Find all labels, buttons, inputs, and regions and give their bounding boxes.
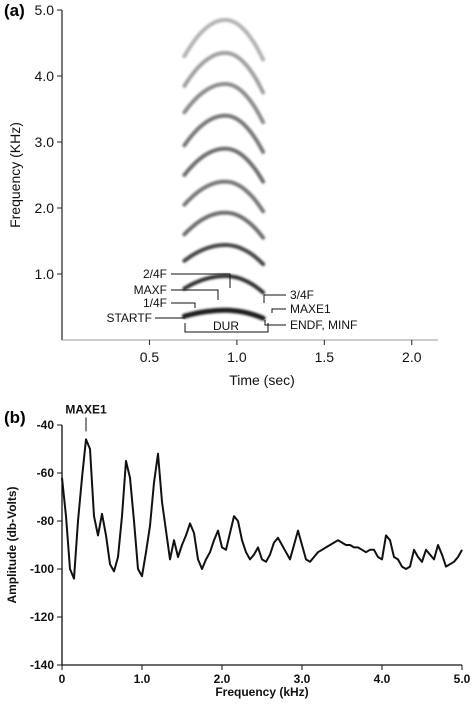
annotation-dur: DUR (213, 319, 239, 333)
x-tick-label: 1.5 (315, 349, 335, 365)
b-x-tick-label: 1.0 (134, 672, 151, 686)
annotation-3-4f: 3/4F (290, 288, 314, 302)
harmonic-band (181, 307, 266, 321)
b-x-ticks: 0 1.0 2.0 3.0 4.0 5.0 (59, 665, 471, 686)
leader-2-4f (171, 273, 231, 288)
x-tick-label: 0.5 (140, 349, 160, 365)
x-axis-label: Time (sec) (229, 372, 295, 388)
b-x-tick-label: 2.0 (214, 672, 231, 686)
peak-label-maxe1: MAXE1 (65, 402, 107, 416)
b-y-ticks: -40 -60 -80 -100 -120 -140 (30, 418, 62, 672)
b-y-tick-label: -40 (37, 418, 55, 432)
b-y-tick-label: -120 (30, 610, 54, 624)
annotation-1-4f: 1/4F (143, 296, 167, 310)
annotation-maxf: MAXF (134, 283, 167, 297)
harmonic-band (182, 146, 266, 184)
y-axis-label: Frequency (KHz) (7, 122, 23, 228)
panel-a-label: (a) (4, 1, 25, 20)
b-y-tick-label: -60 (37, 466, 55, 480)
annotation-endf-minf: ENDF, MINF (290, 318, 357, 332)
b-y-tick-label: -80 (37, 514, 55, 528)
leader-maxe1 (271, 308, 286, 313)
harmonic-band (182, 243, 266, 267)
y-tick-label: 4.0 (35, 68, 55, 84)
y-tick-label: 3.0 (35, 134, 55, 150)
harmonic-band (182, 210, 266, 240)
b-x-tick-label: 0 (59, 672, 66, 686)
spectrum-series-line (61, 438, 463, 580)
y-tick-label: 5.0 (35, 2, 55, 18)
b-x-tick-label: 3.0 (294, 672, 311, 686)
b-x-tick-label: 4.0 (374, 672, 391, 686)
annotation-maxe1: MAXE1 (290, 302, 331, 316)
harmonic-band (182, 274, 266, 295)
leader-1-4f (171, 302, 196, 308)
harmonic-band (182, 179, 266, 214)
leader-endf (264, 320, 286, 326)
harmonic-band (182, 50, 266, 95)
leader-maxf (171, 289, 219, 300)
spectrogram-panel: 1.02.03.04.05.0 0.5 1.0 1.5 2.0 Time (sec) … (7, 2, 438, 388)
b-y-tick-label: -140 (30, 658, 54, 672)
leader-3-4f (263, 294, 286, 303)
b-y-tick-label: -100 (30, 562, 54, 576)
b-x-axis-label: Frequency (kHz) (215, 685, 308, 699)
x-ticks: 0.5 1.0 1.5 2.0 (140, 340, 422, 365)
annotation-2-4f: 2/4F (143, 267, 167, 281)
spectrum-panel: -40 -60 -80 -100 -120 -140 0 1.0 2.0 3.0 4.0 5.0 M… (5, 402, 471, 699)
harmonic-band (182, 113, 266, 154)
x-tick-label: 2.0 (402, 349, 422, 365)
y-tick-label: 1.0 (35, 266, 55, 282)
y-tick-label: 2.0 (35, 200, 55, 216)
harmonic-band (182, 82, 266, 125)
annotation-leaders (155, 273, 286, 333)
spectrogram-harmonics (181, 18, 266, 321)
dur-bracket (184, 323, 269, 333)
y-ticks: 1.0 2.0 3.0 4.0 5.0 (35, 2, 62, 282)
x-tick-label: 1.0 (227, 349, 247, 365)
b-x-tick-label: 5.0 (454, 672, 471, 686)
b-y-axis-label: Amplitude (db-Volts) (5, 486, 19, 603)
harmonic-band (182, 18, 266, 62)
annotation-startf: STARTF (106, 311, 152, 325)
panel-b-label: (b) (4, 408, 26, 427)
